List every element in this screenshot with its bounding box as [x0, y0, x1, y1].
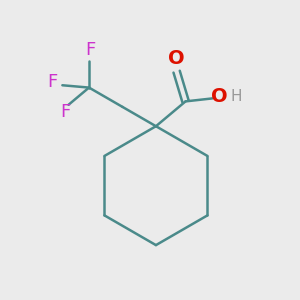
- Text: O: O: [168, 49, 185, 68]
- Text: F: F: [60, 103, 71, 121]
- Text: O: O: [212, 87, 228, 106]
- Text: F: F: [47, 73, 57, 91]
- Text: F: F: [85, 41, 96, 59]
- Text: H: H: [230, 88, 242, 104]
